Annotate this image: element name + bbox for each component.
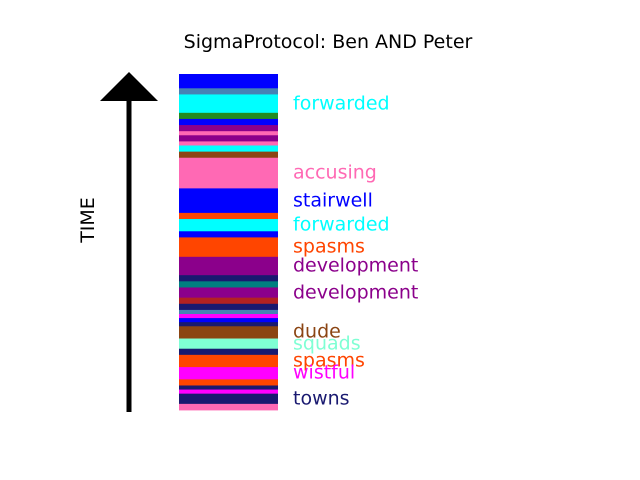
stack-segment [179, 287, 278, 299]
stack-segment [179, 275, 278, 282]
stack-segment [179, 389, 278, 395]
stack-segment [179, 237, 278, 258]
stack-segment [179, 125, 278, 132]
stack-segment [179, 322, 278, 327]
stack-segment [179, 385, 278, 390]
stack-segment [179, 326, 278, 339]
stack-segment [179, 393, 278, 405]
event-label: towns [293, 387, 350, 410]
stack-segment [179, 303, 278, 311]
event-label: squads [293, 332, 361, 355]
event-label: forwarded [293, 92, 390, 115]
event-label: wistful [293, 361, 356, 384]
event-label: development [293, 254, 419, 277]
stack-segment [179, 297, 278, 305]
stack-segment [179, 112, 278, 120]
stack-segment [179, 188, 278, 214]
stack-segment [179, 212, 278, 220]
event-label: development [293, 281, 419, 304]
event-label: stairwell [293, 189, 373, 212]
stack-segment [179, 309, 278, 315]
stack-segment [179, 141, 278, 146]
stack-segment [179, 135, 278, 142]
stack-segment [179, 74, 278, 89]
event-label: spasms [293, 235, 365, 258]
stack-segment [179, 379, 278, 386]
event-label: spasms [293, 349, 365, 372]
event-label: accusing [293, 161, 377, 184]
stack-segment [179, 118, 278, 126]
stack-segment [179, 367, 278, 380]
stack-segment [179, 131, 278, 136]
stack-segment [179, 348, 278, 356]
stack-segment [179, 88, 278, 95]
stack-segment [179, 151, 278, 159]
stack-segment [179, 354, 278, 368]
time-arrow-head [100, 72, 158, 101]
diagram-title: SigmaProtocol: Ben AND Peter [183, 31, 473, 53]
stack-segment [179, 94, 278, 114]
stack-segment [179, 314, 278, 319]
stack-segment [179, 281, 278, 288]
stack-segment [179, 318, 278, 323]
stack-segment [179, 145, 278, 153]
stack-segment [179, 219, 278, 232]
stack-segment [179, 157, 278, 189]
stack-segment [179, 231, 278, 238]
stack-segment [179, 256, 278, 276]
stack-segment [179, 403, 278, 411]
event-label: forwarded [293, 213, 390, 236]
stack-segment [179, 338, 278, 350]
event-label: dude [293, 320, 341, 343]
